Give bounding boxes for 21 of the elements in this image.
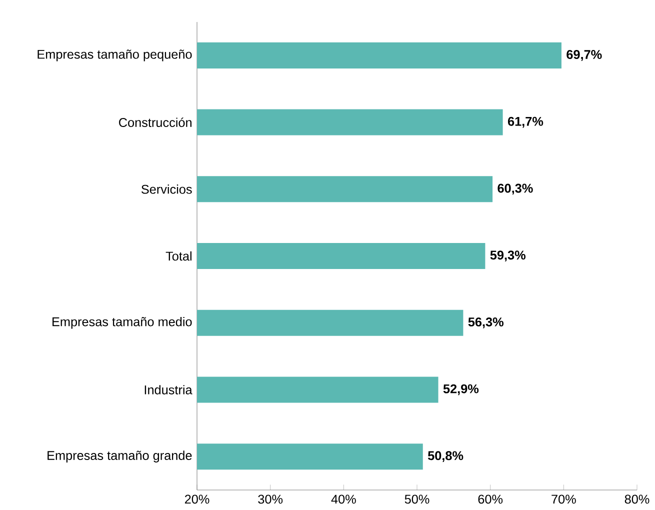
- data-label: 50,8%: [428, 451, 464, 462]
- data-label: 60,3%: [498, 184, 533, 195]
- data-label: 56,3%: [468, 317, 504, 328]
- y-tick-label: Empresas tamaño medio: [52, 316, 192, 329]
- x-tick-label: 20%: [184, 494, 210, 504]
- y-tick-label: Empresas tamaño grande: [48, 450, 192, 462]
- data-label: 52,9%: [443, 384, 479, 396]
- x-tick-label: 50%: [404, 494, 430, 504]
- x-tick-label: 30%: [258, 494, 283, 504]
- y-tick-label: Construcción: [119, 118, 192, 128]
- y-tick-label: Servicios: [141, 184, 192, 194]
- x-tick-label: 80%: [624, 494, 650, 504]
- x-tick-label: 40%: [331, 494, 356, 504]
- y-tick-label: Empresas tamaño pequeño: [38, 50, 192, 62]
- y-tick-label: Total: [166, 251, 192, 261]
- data-label: 59,3%: [490, 250, 526, 262]
- data-label: 69,7%: [566, 50, 602, 61]
- x-tick-label: 60%: [478, 494, 503, 504]
- x-tick-label: 70%: [552, 494, 576, 504]
- y-tick-label: Industria: [144, 385, 192, 394]
- data-label: 61,7%: [508, 116, 544, 128]
